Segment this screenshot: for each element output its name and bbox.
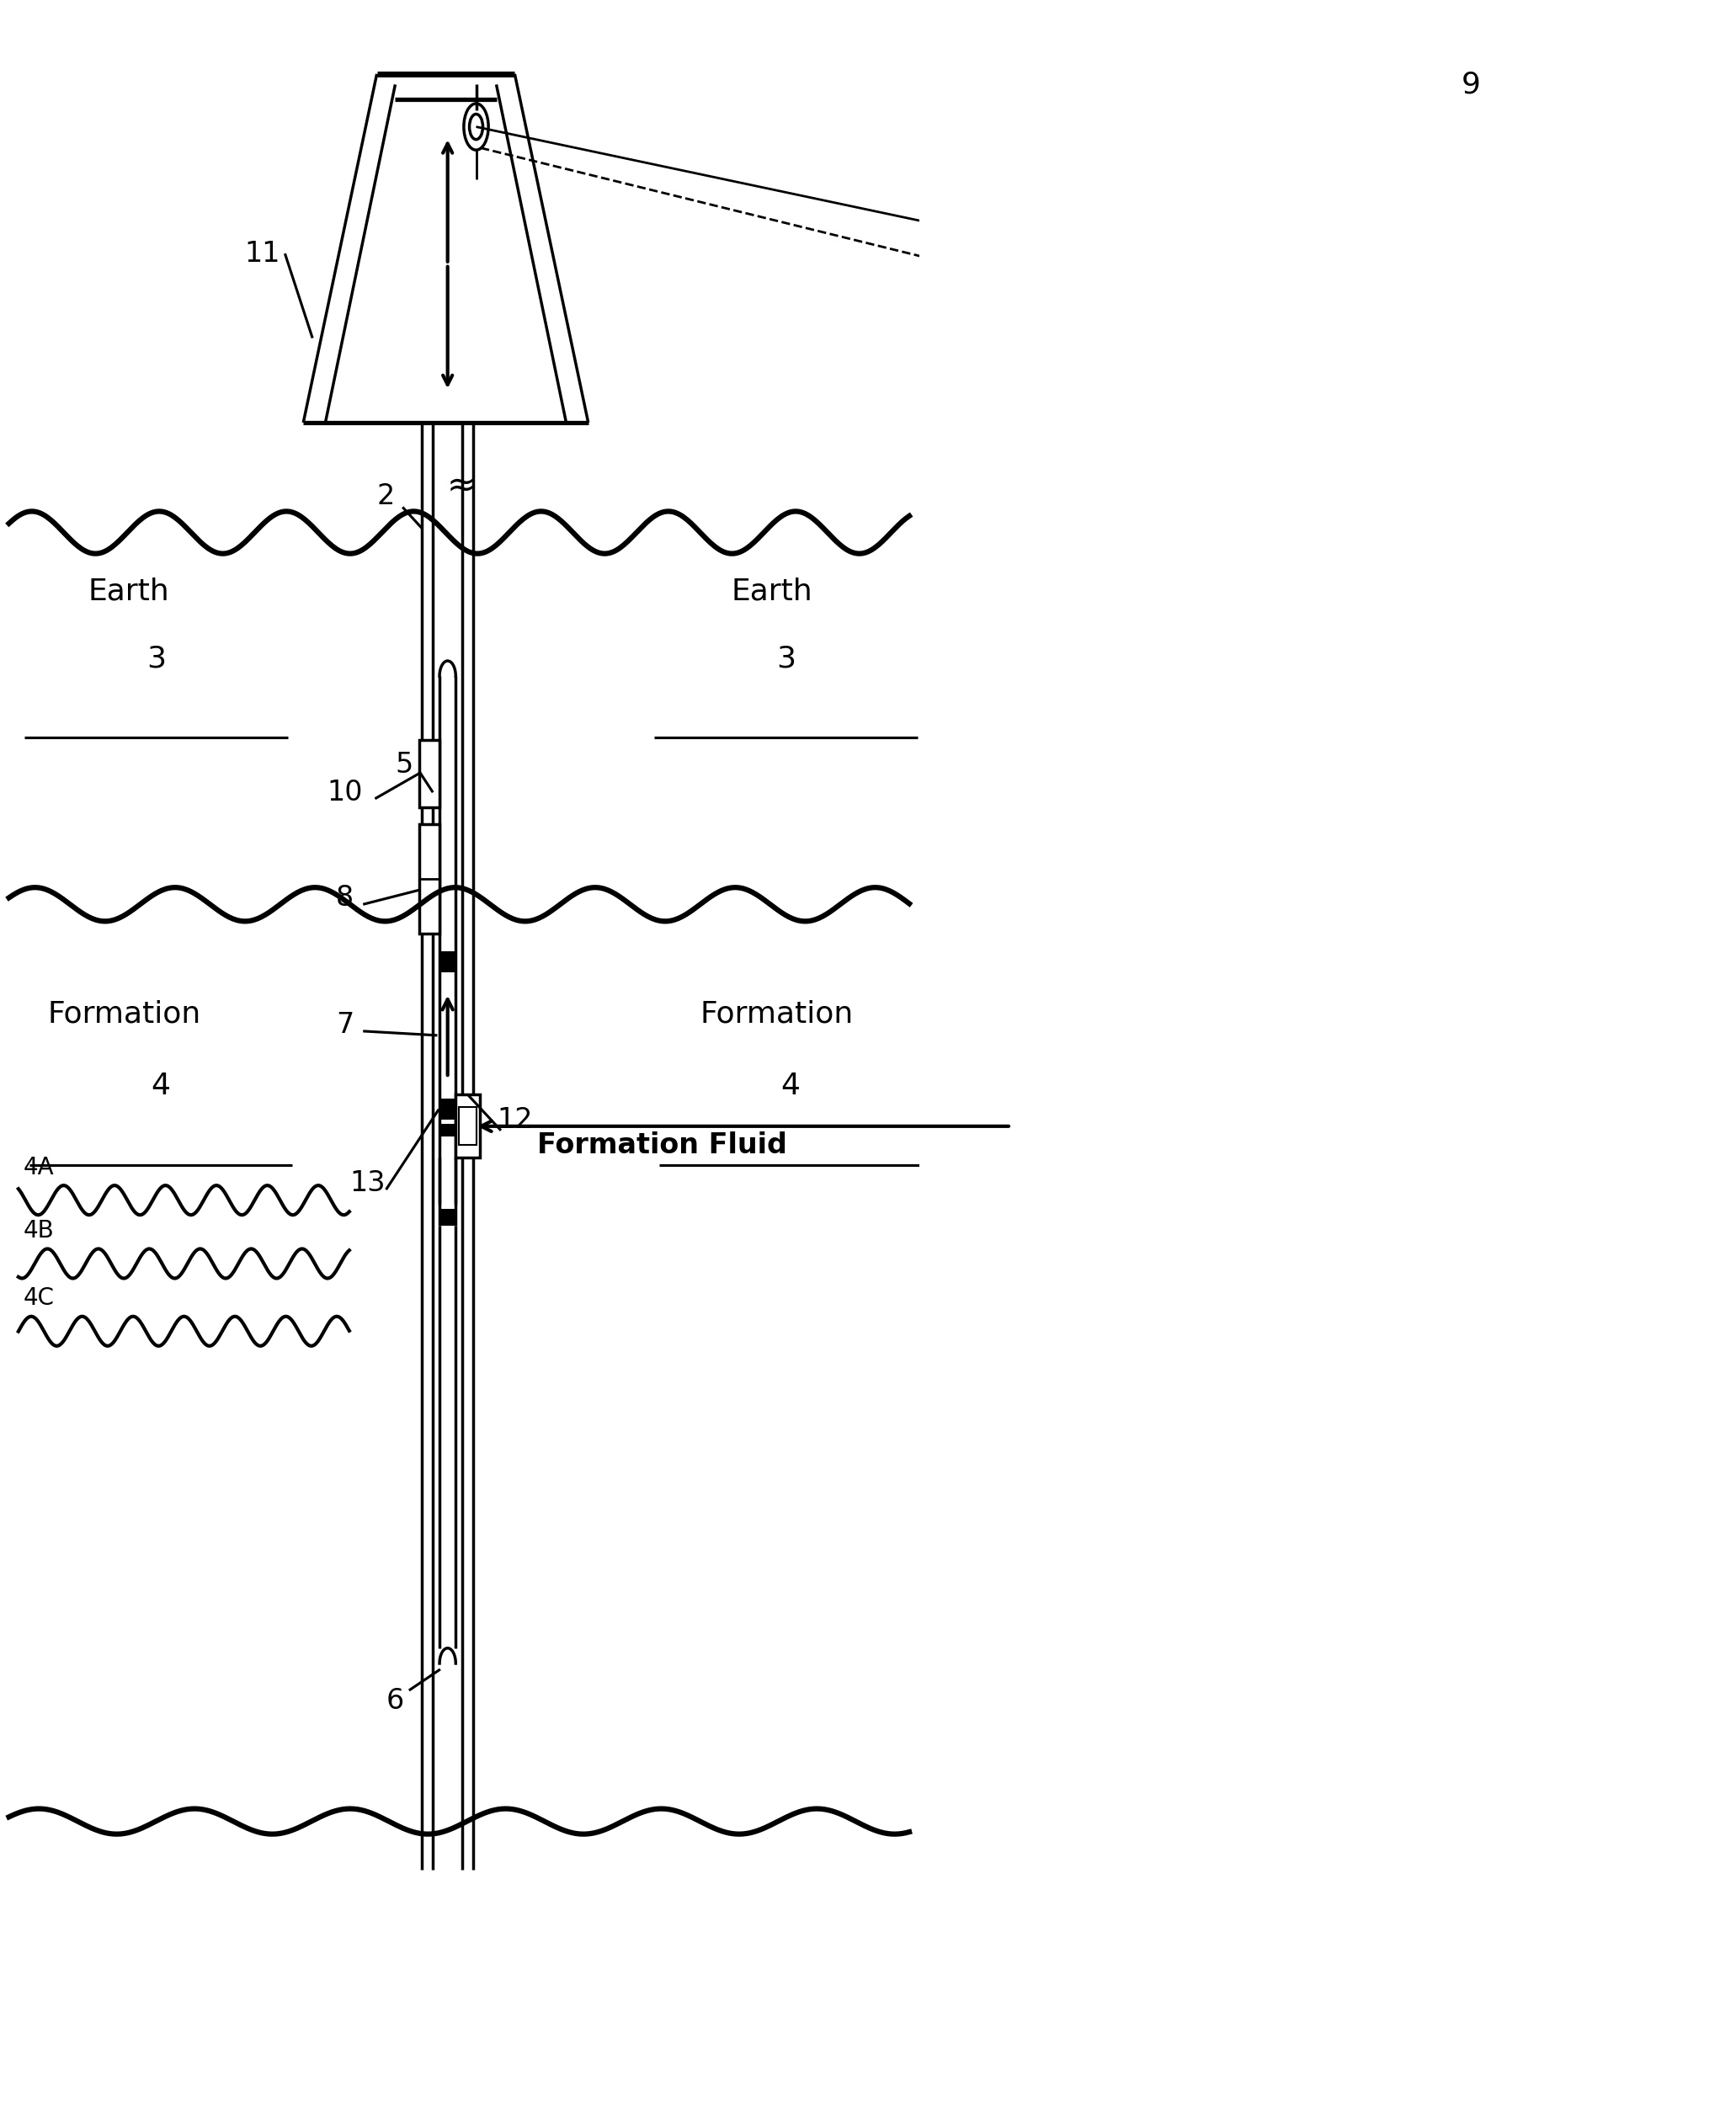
Text: Formation: Formation	[47, 999, 201, 1029]
Text: 3: 3	[146, 644, 167, 674]
Text: 7: 7	[335, 1010, 354, 1040]
Text: 10: 10	[326, 778, 363, 807]
Text: 3: 3	[776, 644, 795, 674]
Text: Earth: Earth	[731, 577, 812, 606]
Text: 6: 6	[387, 1686, 404, 1716]
Text: 4A: 4A	[23, 1156, 54, 1179]
Bar	[439, 1209, 457, 1226]
Bar	[1240, 57, 1391, 306]
Bar	[439, 951, 457, 972]
Text: 4C: 4C	[23, 1287, 54, 1310]
Text: 8: 8	[335, 883, 354, 913]
Bar	[439, 1099, 457, 1120]
Text: Formation: Formation	[700, 999, 854, 1029]
Text: 2: 2	[377, 482, 396, 511]
Bar	[458, 1107, 477, 1145]
Text: 5: 5	[396, 750, 413, 780]
Text: 11: 11	[245, 239, 279, 268]
Text: 9: 9	[1462, 70, 1481, 99]
Text: 4: 4	[781, 1071, 800, 1101]
Bar	[420, 824, 439, 934]
Text: Formation Fluid: Formation Fluid	[536, 1130, 786, 1160]
Text: 12: 12	[496, 1105, 533, 1135]
Bar	[1222, 32, 1406, 338]
Text: Earth: Earth	[89, 577, 170, 606]
Text: 4B: 4B	[23, 1219, 54, 1242]
Bar	[1121, 95, 1186, 349]
Bar	[439, 1124, 457, 1137]
Bar	[1130, 328, 1328, 444]
Text: ≈: ≈	[446, 469, 476, 503]
Text: 13: 13	[349, 1168, 385, 1198]
Text: 4: 4	[151, 1071, 170, 1101]
Bar	[457, 1095, 479, 1158]
Bar	[420, 740, 439, 807]
